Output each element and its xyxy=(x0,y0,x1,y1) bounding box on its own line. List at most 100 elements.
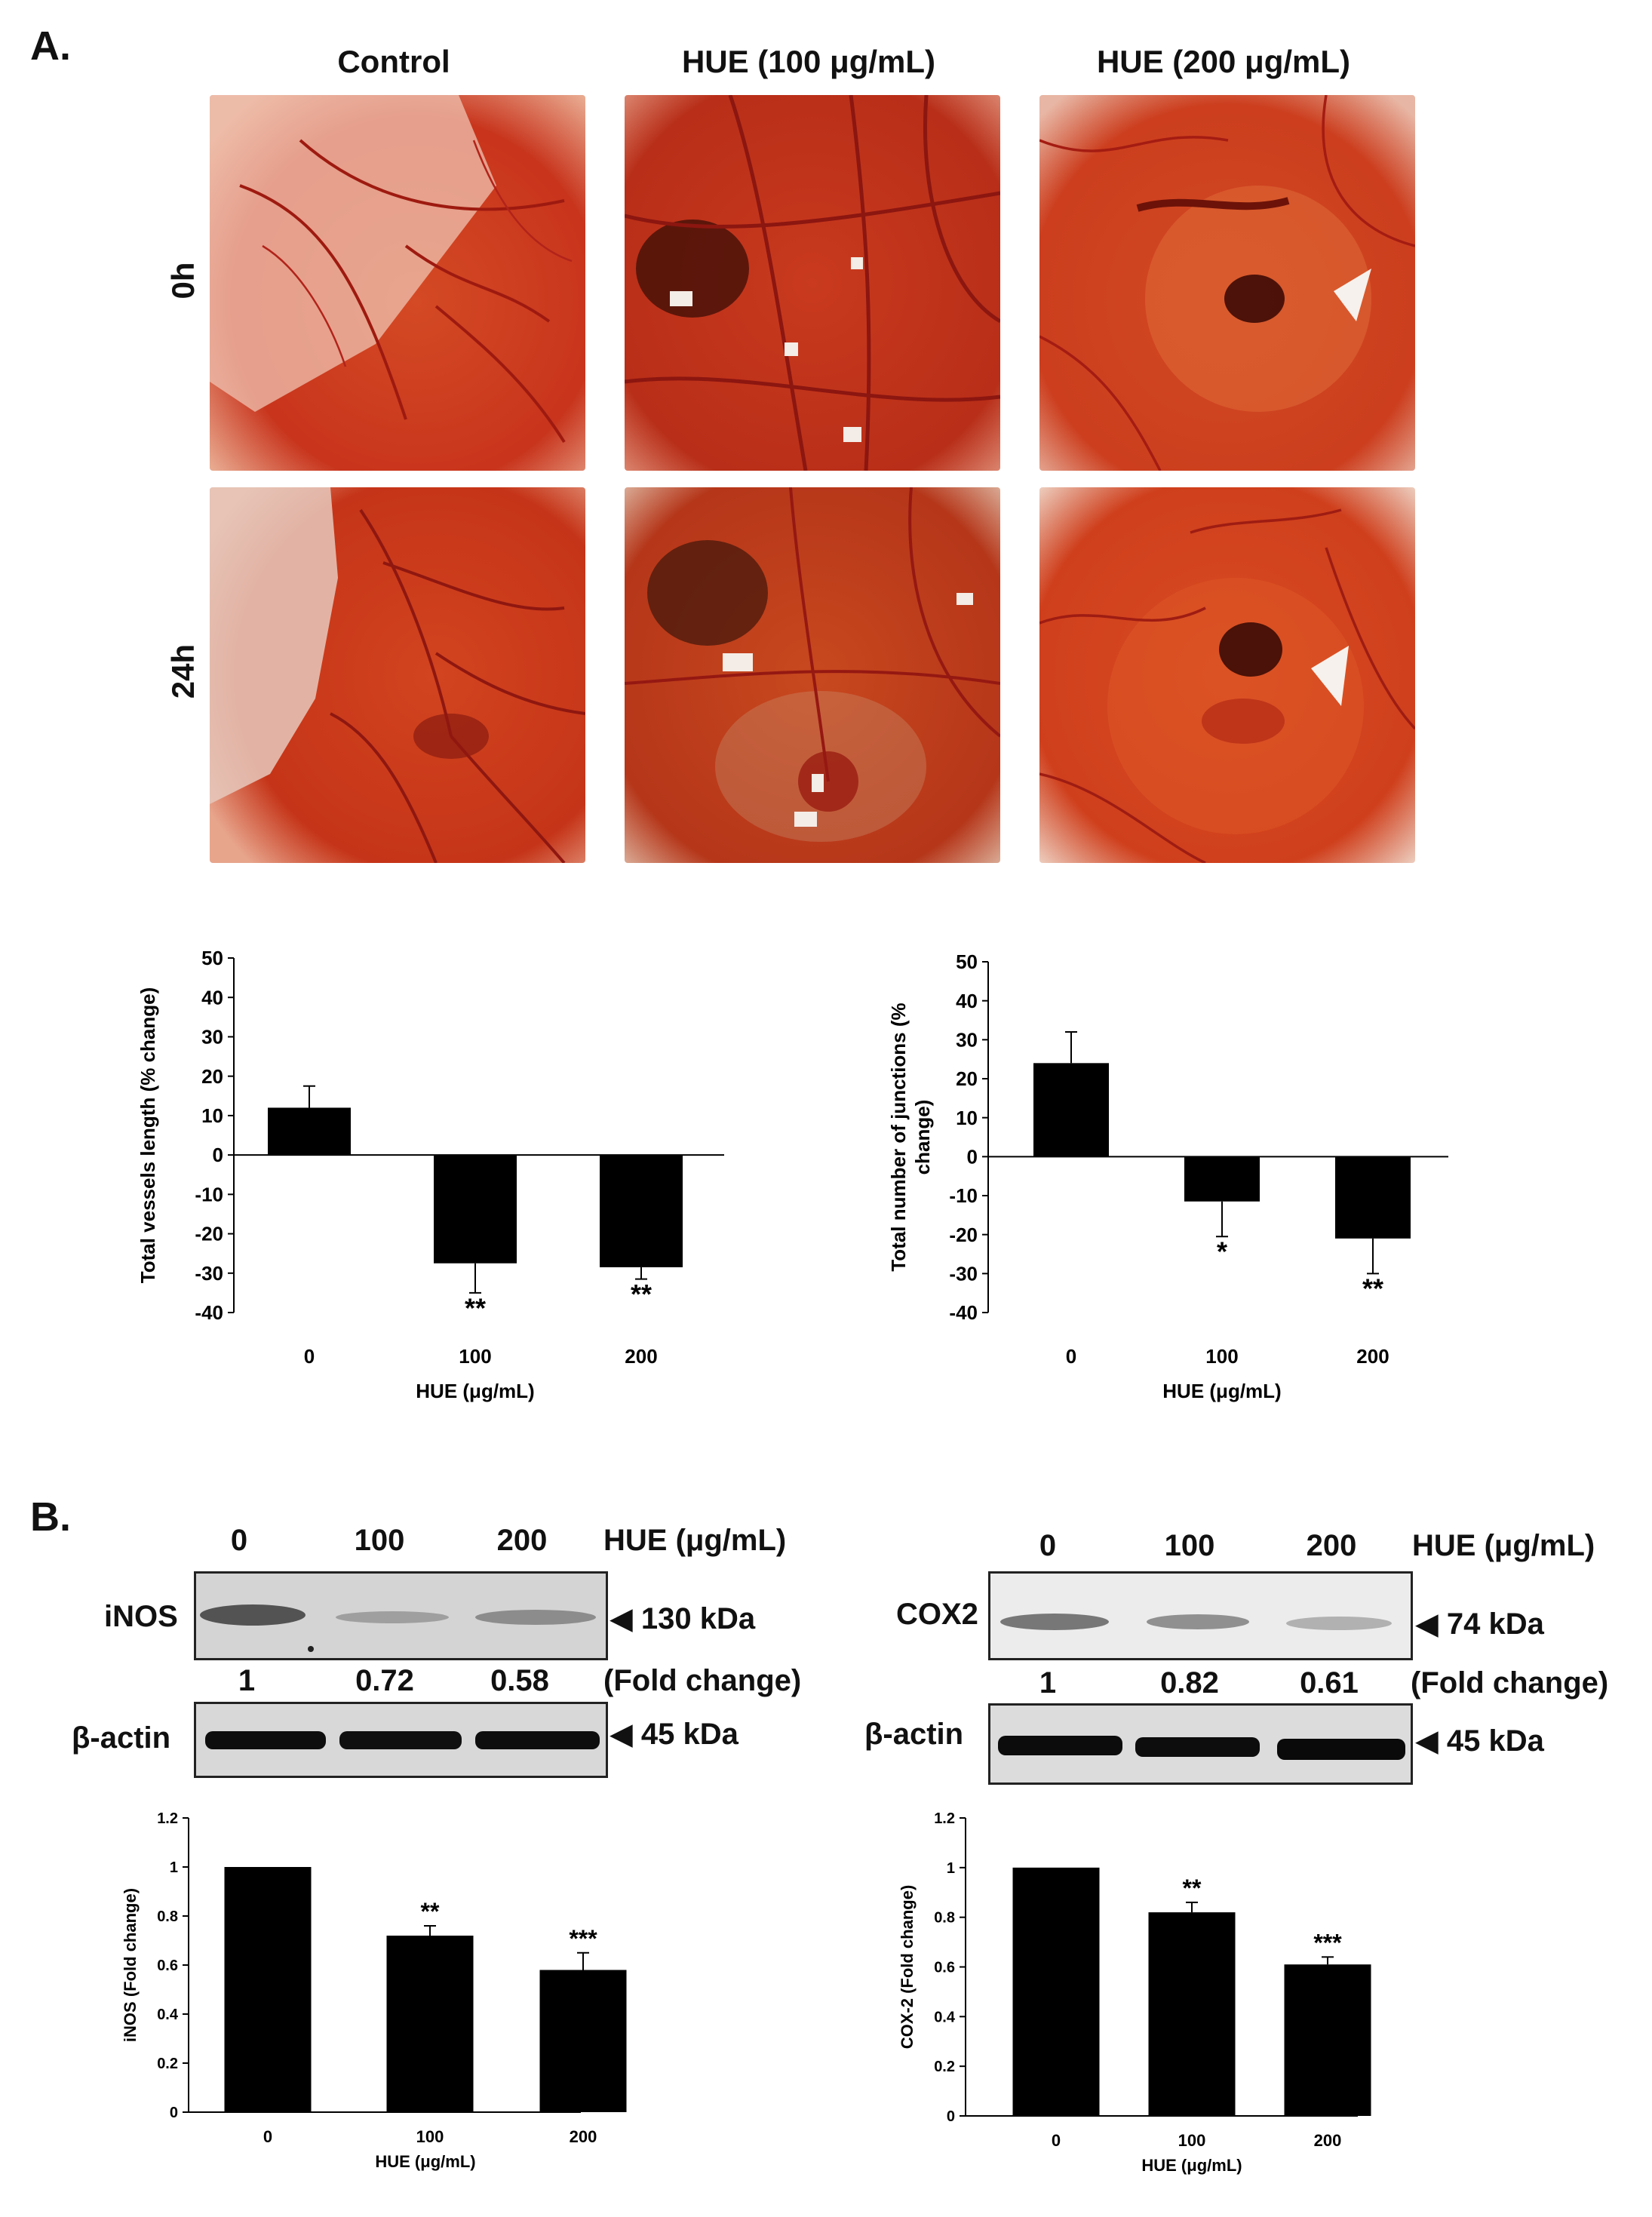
left-blot-lane-title: HUE (μg/mL) xyxy=(603,1524,787,1557)
y-tick-label: 40 xyxy=(956,990,978,1012)
y-tick-label: 0 xyxy=(967,1145,978,1168)
x-tick-label-0: 0 xyxy=(263,2127,272,2146)
significance-200: *** xyxy=(1313,1929,1342,1956)
left-blot-lane-100: 100 xyxy=(354,1524,405,1557)
right-blot-lane-200: 200 xyxy=(1306,1529,1357,1562)
bar-200 xyxy=(600,1155,683,1267)
y-tick-label: 20 xyxy=(201,1065,223,1088)
bar-0 xyxy=(1012,1867,1100,2116)
cox2-kda-label: ◀ 74 kDa xyxy=(1415,1607,1544,1641)
y-tick-label: 1.2 xyxy=(157,1810,178,1827)
right-beta-actin-kda-label: ◀ 45 kDa xyxy=(1415,1724,1544,1758)
left-beta-actin-kda-label: ◀ 45 kDa xyxy=(610,1718,738,1751)
y-tick-label: -20 xyxy=(195,1223,223,1245)
inos-kda-label: ◀ 130 kDa xyxy=(610,1602,756,1635)
right-blot-protein-label: COX2 xyxy=(896,1598,978,1631)
right-beta-actin-blot-image xyxy=(988,1703,1413,1785)
cam-photo-control-0h xyxy=(210,95,585,471)
cox2-fold-200: 0.61 xyxy=(1300,1666,1359,1700)
y-tick-label: 0.4 xyxy=(934,2009,956,2025)
x-tick-label-100: 100 xyxy=(1205,1345,1238,1368)
y-tick-label: 30 xyxy=(201,1026,223,1049)
row-header-24h: 24h xyxy=(165,643,201,699)
y-axis-label: Total vessels length (% change) xyxy=(137,987,159,1284)
bar-100 xyxy=(386,1936,474,2112)
x-axis-label: HUE (μg/mL) xyxy=(1162,1380,1281,1402)
x-axis-label: HUE (μg/mL) xyxy=(375,2152,475,2171)
inos-fold-200: 0.58 xyxy=(490,1664,549,1697)
right-blot-lane-title: HUE (μg/mL) xyxy=(1412,1529,1595,1562)
x-tick-label-100: 100 xyxy=(459,1345,491,1368)
y-tick-label: 30 xyxy=(956,1028,978,1051)
left-blot-lane-0: 0 xyxy=(230,1524,248,1557)
x-tick-label-0: 0 xyxy=(304,1345,315,1368)
cox2-fold-0: 1 xyxy=(1039,1666,1057,1700)
y-axis-label-line: change) xyxy=(911,1100,934,1175)
column-header-hue-100: HUE (100 μg/mL) xyxy=(681,44,936,79)
x-tick-label-200: 200 xyxy=(1356,1345,1389,1368)
significance-200: *** xyxy=(569,1925,597,1952)
y-tick-label: 50 xyxy=(956,950,978,973)
y-tick-label: -30 xyxy=(949,1262,978,1285)
bar-100 xyxy=(1184,1156,1260,1202)
y-tick-label: 10 xyxy=(956,1107,978,1129)
cox2-fold-label: (Fold change) xyxy=(1411,1666,1609,1700)
y-tick-label: -40 xyxy=(949,1301,978,1324)
significance-100: ** xyxy=(465,1292,486,1323)
x-tick-label-0: 0 xyxy=(1066,1345,1076,1368)
x-tick-label-200: 200 xyxy=(1314,2131,1342,2150)
right-blot-loading-label: β-actin xyxy=(864,1718,964,1751)
y-tick-label: -30 xyxy=(195,1262,223,1285)
y-tick-label: 0.6 xyxy=(157,1958,178,1974)
inos-fold-label: (Fold change) xyxy=(603,1664,802,1697)
y-tick-label: 10 xyxy=(201,1104,223,1127)
chart-inos-fold-change: 1.2 1 0.8 0.6 0.4 0.2 0 0 ** 100 *** 200 HUE (μg/mL)… xyxy=(121,1810,627,2171)
left-blot-loading-label: β-actin xyxy=(72,1721,171,1755)
panel-b-label: B. xyxy=(30,1494,71,1540)
bar-200 xyxy=(1335,1156,1411,1239)
inos-fold-0: 1 xyxy=(238,1664,256,1697)
y-tick-label: 0.8 xyxy=(157,1908,178,1925)
y-axis-label: iNOS (Fold change) xyxy=(121,1888,140,2042)
cam-photo-hue100-24h xyxy=(625,487,1000,863)
cox2-blot-image xyxy=(988,1571,1413,1660)
left-blot-lane-200: 200 xyxy=(496,1524,548,1557)
bar-200 xyxy=(1284,1964,1371,2116)
y-tick-label: 0 xyxy=(213,1144,223,1166)
inos-fold-100: 0.72 xyxy=(355,1664,414,1697)
x-tick-label-100: 100 xyxy=(416,2127,444,2146)
bar-0 xyxy=(1033,1063,1109,1157)
significance-100: ** xyxy=(1183,1875,1202,1902)
right-blot-lane-0: 0 xyxy=(1039,1529,1057,1562)
y-tick-label: 0.4 xyxy=(157,2007,179,2023)
y-axis-label-line: Total number of junctions (% xyxy=(887,1003,910,1271)
x-tick-label-0: 0 xyxy=(1052,2131,1061,2150)
y-tick-label: 50 xyxy=(201,947,223,969)
chart-cox2-fold-change: 1.2 1 0.8 0.6 0.4 0.2 0 0 ** 100 *** 200 HUE (μg/mL)… xyxy=(898,1810,1371,2175)
y-tick-label: 0 xyxy=(170,2105,178,2121)
bar-100 xyxy=(434,1155,517,1264)
x-axis-label: HUE (μg/mL) xyxy=(1141,2156,1242,2175)
cam-photo-hue100-0h xyxy=(625,95,1000,471)
left-blot-protein-label: iNOS xyxy=(104,1600,178,1633)
y-tick-label: -10 xyxy=(195,1183,223,1205)
y-tick-label: -40 xyxy=(195,1301,223,1324)
right-blot-lane-100: 100 xyxy=(1164,1529,1215,1562)
bar-100 xyxy=(1148,1912,1236,2116)
y-tick-label: 0.2 xyxy=(934,2059,955,2075)
y-tick-label: 0.8 xyxy=(934,1910,955,1927)
x-tick-label-200: 200 xyxy=(625,1345,657,1368)
bar-200 xyxy=(539,1970,627,2112)
inos-blot-image xyxy=(194,1571,608,1660)
column-header-hue-200: HUE (200 μg/mL) xyxy=(1096,44,1351,79)
panel-a-label: A. xyxy=(30,23,71,69)
column-header-control: Control xyxy=(337,44,450,79)
y-tick-label: 0.6 xyxy=(934,1960,955,1976)
significance-200: ** xyxy=(631,1279,652,1310)
y-tick-label: -10 xyxy=(949,1184,978,1207)
y-tick-label: 1.2 xyxy=(934,1810,955,1827)
y-tick-label: 0 xyxy=(947,2108,955,2125)
row-header-0h: 0h xyxy=(165,262,201,299)
